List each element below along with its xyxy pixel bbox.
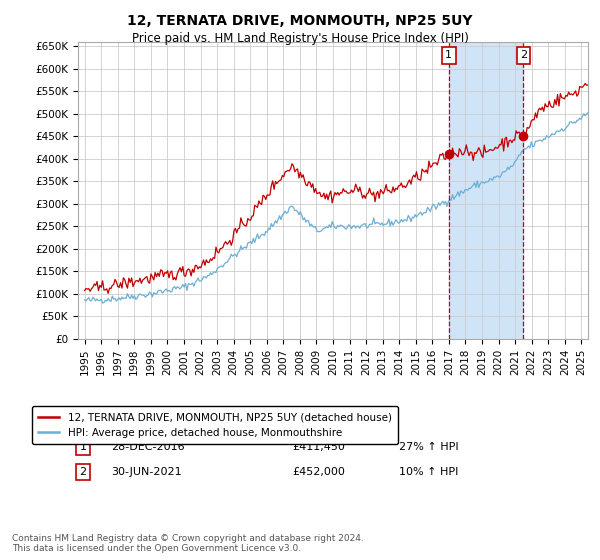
Text: 2: 2 xyxy=(520,50,527,60)
Text: 1: 1 xyxy=(445,50,452,60)
Text: £452,000: £452,000 xyxy=(292,468,345,477)
Text: 30-JUN-2021: 30-JUN-2021 xyxy=(111,468,182,477)
Text: Price paid vs. HM Land Registry's House Price Index (HPI): Price paid vs. HM Land Registry's House … xyxy=(131,32,469,45)
Bar xyxy=(449,42,523,339)
Text: Contains HM Land Registry data © Crown copyright and database right 2024.
This d: Contains HM Land Registry data © Crown c… xyxy=(12,534,364,553)
Legend: 12, TERNATA DRIVE, MONMOUTH, NP25 5UY (detached house), HPI: Average price, deta: 12, TERNATA DRIVE, MONMOUTH, NP25 5UY (d… xyxy=(32,407,398,444)
Text: £411,450: £411,450 xyxy=(292,442,345,452)
Text: 2: 2 xyxy=(80,468,86,477)
Text: 1: 1 xyxy=(80,442,86,452)
Text: 12, TERNATA DRIVE, MONMOUTH, NP25 5UY: 12, TERNATA DRIVE, MONMOUTH, NP25 5UY xyxy=(127,14,473,28)
Text: 27% ↑ HPI: 27% ↑ HPI xyxy=(400,442,459,452)
Text: 10% ↑ HPI: 10% ↑ HPI xyxy=(400,468,458,477)
Text: 28-DEC-2016: 28-DEC-2016 xyxy=(111,442,185,452)
